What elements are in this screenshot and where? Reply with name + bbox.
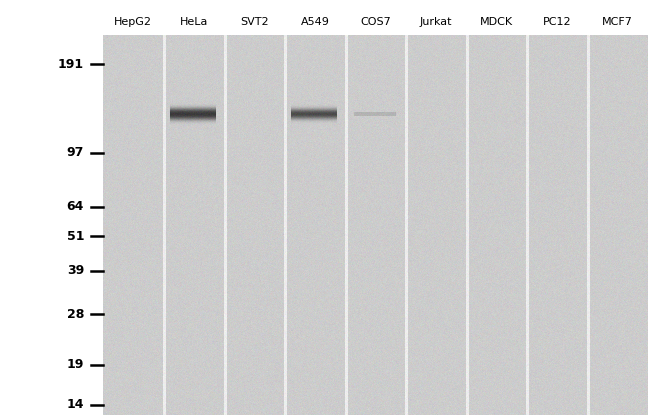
Text: A549: A549 xyxy=(300,17,330,27)
Text: 191: 191 xyxy=(58,58,84,71)
Text: SVT2: SVT2 xyxy=(240,17,268,27)
Text: 28: 28 xyxy=(66,308,84,321)
Text: COS7: COS7 xyxy=(360,17,391,27)
Text: Jurkat: Jurkat xyxy=(420,17,452,27)
Text: 97: 97 xyxy=(66,146,84,160)
Text: MCF7: MCF7 xyxy=(603,17,633,27)
Text: 14: 14 xyxy=(66,398,84,411)
Text: 51: 51 xyxy=(66,229,84,242)
Text: PC12: PC12 xyxy=(543,17,571,27)
Text: MDCK: MDCK xyxy=(480,17,513,27)
Text: HeLa: HeLa xyxy=(179,17,208,27)
Text: 39: 39 xyxy=(67,265,84,278)
Text: 64: 64 xyxy=(66,201,84,214)
Text: HepG2: HepG2 xyxy=(114,17,152,27)
Text: 19: 19 xyxy=(66,359,84,372)
